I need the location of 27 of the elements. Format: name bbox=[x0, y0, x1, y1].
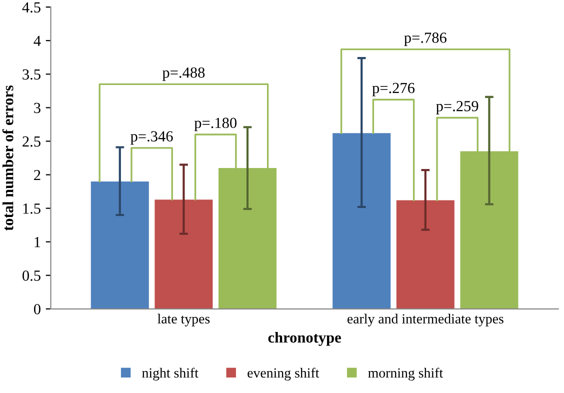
bar bbox=[90, 181, 149, 309]
y-tick-label: 2 bbox=[34, 170, 40, 180]
annotation: p=.786 bbox=[404, 32, 446, 46]
annotation: p=.346 bbox=[130, 131, 173, 145]
y-tick-label: 3.5 bbox=[22, 69, 40, 80]
y-tick-label: 4.5 bbox=[22, 2, 40, 13]
bar bbox=[154, 200, 213, 309]
y-tick-label: 1 bbox=[34, 237, 40, 248]
legend-label: morning shift bbox=[368, 368, 443, 380]
x-tick-label: late types bbox=[158, 314, 210, 326]
annotation: p=.180 bbox=[194, 118, 237, 132]
bar bbox=[332, 133, 391, 309]
y-tick-label: 0 bbox=[34, 304, 40, 314]
y-tick-label: 3 bbox=[34, 102, 40, 114]
y-tick-label: 1.5 bbox=[23, 204, 40, 214]
x-tick-label: early and intermediate types bbox=[347, 314, 504, 326]
annotation: p=.259 bbox=[436, 101, 478, 114]
y-axis-title: total number of errors bbox=[2, 85, 14, 231]
legend-label: night shift bbox=[142, 368, 198, 380]
y-tick-label: 4 bbox=[34, 36, 41, 46]
y-tick-label: 2.5 bbox=[22, 136, 40, 147]
y-tick-label: 0.5 bbox=[22, 270, 40, 281]
x-axis-title: chronotype bbox=[268, 332, 341, 346]
bar bbox=[396, 200, 454, 309]
annotation: p=.488 bbox=[162, 67, 205, 81]
annotation: p=.276 bbox=[372, 82, 415, 96]
legend-label: evening shift bbox=[248, 368, 320, 380]
